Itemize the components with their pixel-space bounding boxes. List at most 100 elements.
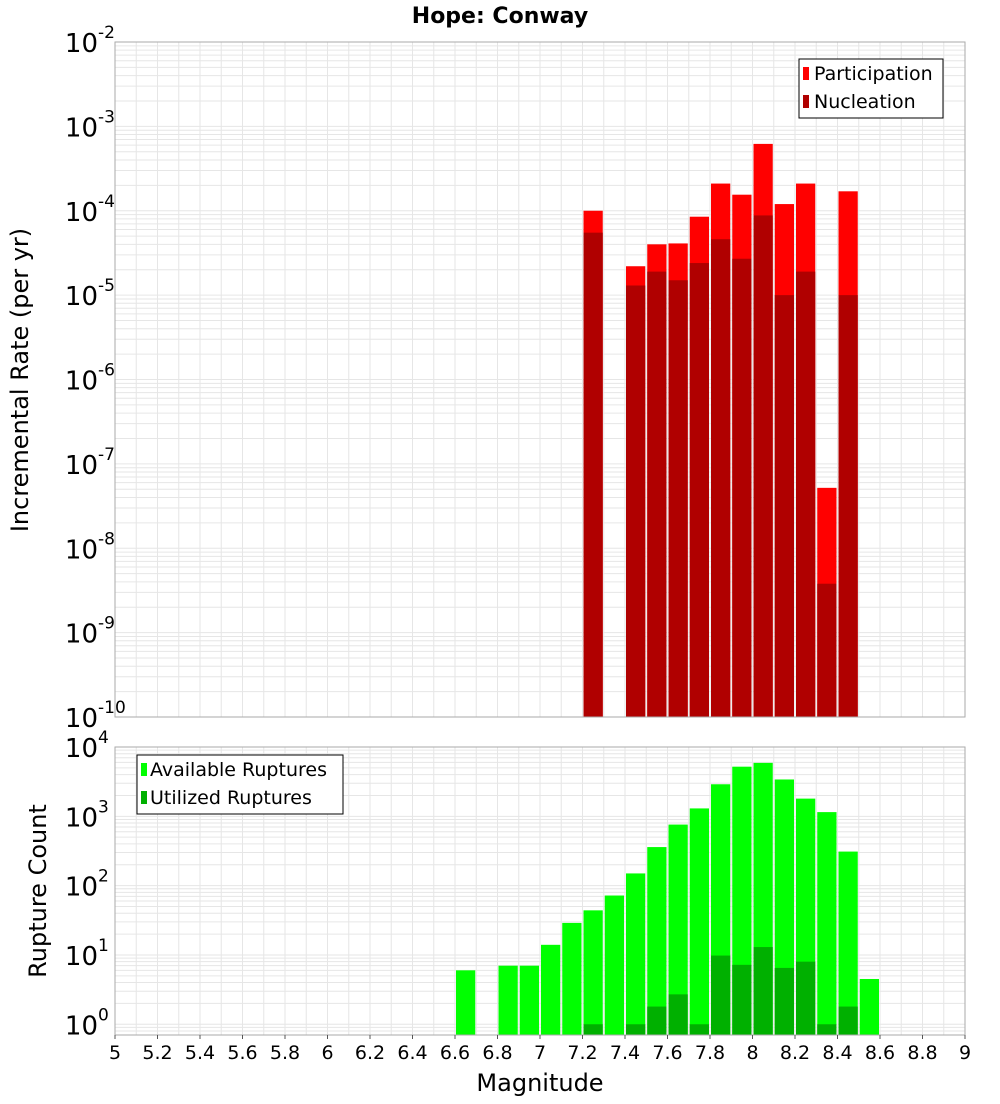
count-bar-inner <box>817 1024 837 1035</box>
y-tick-label-base: 10 <box>65 1011 98 1041</box>
count-bar-inner <box>796 961 816 1035</box>
count-bar-outer <box>647 847 667 1035</box>
y-tick-label-base: 10 <box>65 367 98 397</box>
x-tick-label: 5 <box>109 1042 121 1064</box>
y-tick-label-exponent: -5 <box>98 276 115 296</box>
x-tick-label: 8.4 <box>822 1042 852 1064</box>
y-tick-label-exponent: -4 <box>98 192 115 212</box>
count-bar-outer <box>541 944 561 1035</box>
x-tick-label: 6.2 <box>355 1042 385 1064</box>
x-axis-ticks: 5 5.2 5.4 5.6 5.8 6 6.2 6.4 6.6 6.8 7 7.2 7.4 7.6 7.8 8… <box>109 1035 971 1064</box>
x-tick-label: 7.8 <box>695 1042 725 1064</box>
y-tick-label-exponent: -10 <box>98 698 126 718</box>
count-bar-inner <box>711 955 731 1035</box>
count-bar-outer <box>456 970 476 1035</box>
count-bar-outer <box>859 978 879 1035</box>
y-tick-label-exponent: 3 <box>98 797 109 817</box>
y-tick-label-base: 10 <box>65 873 98 903</box>
y-tick-label-base: 10 <box>65 451 98 481</box>
y-tick-label-base: 10 <box>65 198 98 228</box>
rate-bar-inner <box>689 263 709 717</box>
y-tick-label-base: 10 <box>65 535 98 565</box>
count-bar-outer <box>668 824 688 1035</box>
bottom-legend-box <box>136 754 344 815</box>
x-tick-label: 5.6 <box>227 1042 257 1064</box>
y-tick-label-exponent: -2 <box>98 23 115 43</box>
legend-available-swatch <box>141 763 147 776</box>
legend-nucleation-label: Nucleation <box>814 91 916 113</box>
y-tick-label-base: 10 <box>65 704 98 734</box>
count-bar-inner <box>774 967 794 1035</box>
x-tick-label: 6.6 <box>440 1042 470 1064</box>
x-tick-label: 8.2 <box>780 1042 810 1064</box>
count-bar-inner <box>626 1024 646 1035</box>
y-tick-label-exponent: 0 <box>98 1005 109 1025</box>
count-bar-outer <box>626 873 646 1035</box>
x-tick-label: 5.2 <box>142 1042 172 1064</box>
count-bar-inner <box>838 1006 858 1035</box>
bottom-legend: Available Ruptures Utilized Ruptures <box>136 754 344 815</box>
bottom-plot-bars <box>456 762 879 1035</box>
rate-bar-inner <box>583 232 603 717</box>
x-tick-label: 6.4 <box>397 1042 427 1064</box>
count-bar-outer <box>817 812 837 1035</box>
y-tick-label-exponent: 2 <box>98 867 109 887</box>
count-bar-outer <box>604 895 624 1035</box>
rate-bar-inner <box>753 215 773 718</box>
count-bar-inner <box>732 964 752 1035</box>
legend-nucleation-swatch <box>803 95 809 108</box>
top-legend: Participation Nucleation <box>798 58 944 119</box>
y-tick-label-exponent: -7 <box>98 445 115 465</box>
rate-bar-inner <box>817 583 837 717</box>
rate-bar-inner <box>732 258 752 717</box>
top-y-axis-label: Incremental Rate (per yr) <box>6 228 34 532</box>
y-tick-label-base: 10 <box>65 282 98 312</box>
count-bar-inner <box>647 1006 667 1035</box>
x-tick-label: 6 <box>321 1042 333 1064</box>
x-tick-label: 8 <box>746 1042 758 1064</box>
legend-participation-label: Participation <box>814 63 933 85</box>
y-tick-label-exponent: -3 <box>98 107 115 127</box>
rate-bar-inner <box>647 271 667 717</box>
x-tick-label: 5.4 <box>185 1042 215 1064</box>
x-tick-label: 7.6 <box>652 1042 682 1064</box>
y-tick-label-exponent: -8 <box>98 529 115 549</box>
x-tick-label: 8.6 <box>865 1042 895 1064</box>
y-tick-label-base: 10 <box>65 942 98 972</box>
x-tick-label: 5.8 <box>270 1042 300 1064</box>
y-tick-label-base: 10 <box>65 620 98 650</box>
legend-utilized-label: Utilized Ruptures <box>150 787 312 809</box>
rate-bar-inner <box>774 295 794 717</box>
count-bar-outer <box>519 965 539 1035</box>
x-tick-label: 7.2 <box>567 1042 597 1064</box>
top-legend-box <box>798 58 944 119</box>
x-axis-label: Magnitude <box>476 1069 603 1097</box>
rate-bar-inner <box>796 271 816 717</box>
rate-bar-inner <box>668 280 688 717</box>
x-tick-label: 9 <box>959 1042 971 1064</box>
count-bar-inner <box>583 1024 603 1035</box>
count-bar-outer <box>838 851 858 1035</box>
top-plot-bars <box>583 143 858 718</box>
y-tick-label-exponent: 4 <box>98 728 109 748</box>
bottom-y-axis-label: Rupture Count <box>24 804 52 978</box>
legend-participation-swatch <box>803 67 809 80</box>
count-bar-outer <box>689 808 709 1035</box>
y-tick-label-exponent: 1 <box>98 936 109 956</box>
y-tick-label-exponent: -9 <box>98 614 115 634</box>
count-bar-inner <box>668 994 688 1035</box>
legend-utilized-swatch <box>141 791 147 804</box>
legend-available-label: Available Ruptures <box>150 759 327 781</box>
y-tick-label-base: 10 <box>65 803 98 833</box>
count-bar-outer <box>583 910 603 1035</box>
y-tick-label-base: 10 <box>65 113 98 143</box>
rate-bar-inner <box>711 239 731 717</box>
top-plot-grid <box>114 41 966 718</box>
rate-bar-inner <box>838 295 858 717</box>
x-tick-label: 6.8 <box>482 1042 512 1064</box>
count-bar-outer <box>562 922 582 1035</box>
count-bar-inner <box>689 1024 709 1035</box>
